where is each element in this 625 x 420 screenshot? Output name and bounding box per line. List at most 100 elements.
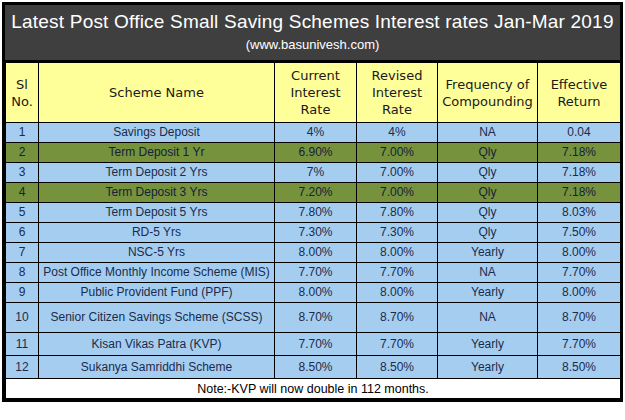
cell-sl-no: 9 [6,283,39,303]
cell-scheme-name: Public Provident Fund (PPF) [39,283,275,303]
cell-current-rate: 8.00% [275,283,357,303]
cell-sl-no: 8 [6,263,39,283]
cell-current-rate: 7.70% [275,333,357,356]
table-row: 6 RD-5 Yrs 7.30% 7.30% Qly 7.50% [6,223,621,243]
cell-scheme-name: Senior Citizen Savings Scheme (SCSS) [39,303,275,333]
cell-current-rate: 4% [275,123,357,143]
title-bar: Latest Post Office Small Saving Schemes … [5,5,620,62]
column-header-current-rate: Current Interest Rate [275,63,357,123]
cell-compounding: NA [438,123,538,143]
cell-compounding: Yearly [438,243,538,263]
cell-compounding: Qly [438,163,538,183]
cell-revised-rate: 7.00% [357,143,438,163]
cell-compounding: Qly [438,223,538,243]
table-row: 3 Term Deposit 2 Yrs 7% 7.00% Qly 7.18% [6,163,621,183]
cell-scheme-name: Term Deposit 2 Yrs [39,163,275,183]
table-row: 8 Post Office Monthly Income Scheme (MIS… [6,263,621,283]
cell-sl-no: 6 [6,223,39,243]
cell-compounding: NA [438,263,538,283]
cell-current-rate: 7.20% [275,183,357,203]
cell-effective-return: 0.04 [538,123,621,143]
cell-compounding: Yearly [438,356,538,379]
cell-effective-return: 8.70% [538,303,621,333]
cell-revised-rate: 7.00% [357,163,438,183]
cell-scheme-name: Savings Deposit [39,123,275,143]
table-row: 4 Term Deposit 3 Yrs 7.20% 7.00% Qly 7.1… [6,183,621,203]
cell-effective-return: 8.00% [538,243,621,263]
cell-effective-return: 7.18% [538,183,621,203]
cell-current-rate: 7% [275,163,357,183]
table-row: 12 Sukanya Samriddhi Scheme 8.50% 8.50% … [6,356,621,379]
cell-sl-no: 10 [6,303,39,333]
cell-revised-rate: 4% [357,123,438,143]
cell-sl-no: 4 [6,183,39,203]
column-header-compounding: Frequency of Compounding [438,63,538,123]
table-header: Sl No. Scheme Name Current Interest Rate… [6,63,621,123]
cell-compounding: Yearly [438,333,538,356]
cell-compounding: Yearly [438,283,538,303]
table-frame: Latest Post Office Small Saving Schemes … [2,2,623,402]
header-row: Sl No. Scheme Name Current Interest Rate… [6,63,621,123]
table-row: 5 Term Deposit 5 Yrs 7.80% 7.80% Qly 8.0… [6,203,621,223]
footnote: Note:-KVP will now double in 112 months. [6,379,621,399]
cell-scheme-name: NSC-5 Yrs [39,243,275,263]
cell-effective-return: 8.50% [538,356,621,379]
cell-sl-no: 7 [6,243,39,263]
cell-scheme-name: Post Office Monthly Income Scheme (MIS) [39,263,275,283]
cell-sl-no: 11 [6,333,39,356]
cell-current-rate: 7.70% [275,263,357,283]
cell-revised-rate: 8.00% [357,243,438,263]
cell-current-rate: 8.00% [275,243,357,263]
cell-current-rate: 6.90% [275,143,357,163]
cell-sl-no: 12 [6,356,39,379]
cell-scheme-name: Kisan Vikas Patra (KVP) [39,333,275,356]
cell-sl-no: 2 [6,143,39,163]
cell-scheme-name: Term Deposit 3 Yrs [39,183,275,203]
cell-revised-rate: 7.70% [357,263,438,283]
cell-effective-return: 7.18% [538,163,621,183]
cell-revised-rate: 7.70% [357,333,438,356]
cell-effective-return: 7.70% [538,263,621,283]
cell-revised-rate: 8.00% [357,283,438,303]
table-row: 11 Kisan Vikas Patra (KVP) 7.70% 7.70% Y… [6,333,621,356]
cell-revised-rate: 7.30% [357,223,438,243]
cell-sl-no: 1 [6,123,39,143]
cell-current-rate: 7.30% [275,223,357,243]
cell-effective-return: 7.70% [538,333,621,356]
cell-sl-no: 5 [6,203,39,223]
cell-effective-return: 8.03% [538,203,621,223]
cell-effective-return: 8.00% [538,283,621,303]
column-header-scheme-name: Scheme Name [39,63,275,123]
table-row: 2 Term Deposit 1 Yr 6.90% 7.00% Qly 7.18… [6,143,621,163]
cell-scheme-name: Sukanya Samriddhi Scheme [39,356,275,379]
cell-revised-rate: 8.50% [357,356,438,379]
cell-compounding: Qly [438,143,538,163]
column-header-effective: Effective Return [538,63,621,123]
table-body: 1 Savings Deposit 4% 4% NA 0.04 2 Term D… [6,123,621,379]
cell-revised-rate: 7.80% [357,203,438,223]
table-row: 1 Savings Deposit 4% 4% NA 0.04 [6,123,621,143]
table-row: 10 Senior Citizen Savings Scheme (SCSS) … [6,303,621,333]
note-row: Note:-KVP will now double in 112 months. [6,379,621,399]
cell-revised-rate: 8.70% [357,303,438,333]
page-title: Latest Post Office Small Saving Schemes … [5,10,620,34]
table-row: 9 Public Provident Fund (PPF) 8.00% 8.00… [6,283,621,303]
cell-compounding: Qly [438,203,538,223]
table-footer: Note:-KVP will now double in 112 months. [6,379,621,399]
column-header-revised-rate: Revised Interest Rate [357,63,438,123]
cell-revised-rate: 7.00% [357,183,438,203]
cell-scheme-name: RD-5 Yrs [39,223,275,243]
interest-rates-table: Sl No. Scheme Name Current Interest Rate… [5,62,621,399]
cell-current-rate: 7.80% [275,203,357,223]
cell-scheme-name: Term Deposit 5 Yrs [39,203,275,223]
cell-sl-no: 3 [6,163,39,183]
table-row: 7 NSC-5 Yrs 8.00% 8.00% Yearly 8.00% [6,243,621,263]
cell-effective-return: 7.18% [538,143,621,163]
cell-compounding: Qly [438,183,538,203]
column-header-sl-no: Sl No. [6,63,39,123]
cell-current-rate: 8.70% [275,303,357,333]
site-url: (www.basunivesh.com) [5,37,620,53]
cell-compounding: NA [438,303,538,333]
cell-scheme-name: Term Deposit 1 Yr [39,143,275,163]
cell-current-rate: 8.50% [275,356,357,379]
